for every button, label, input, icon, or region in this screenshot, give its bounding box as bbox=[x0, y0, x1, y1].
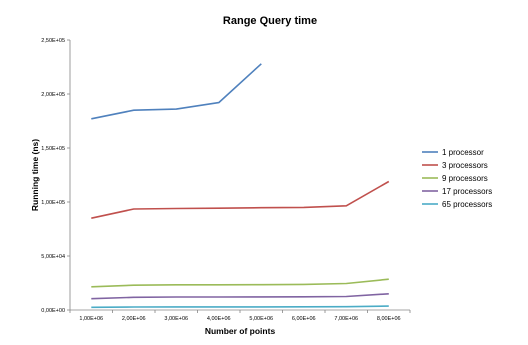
legend-label: 1 processor bbox=[442, 148, 484, 157]
x-axis-ticks: 1,00E+06 2,00E+06 3,00E+06 4,00E+06 5,00E+06… bbox=[69, 310, 411, 322]
y-axis-ticks: 0,00E+00 5,00E+04 1,00E+05 1,50E+05 2,00E+05… bbox=[41, 38, 70, 314]
x-tick-label: 8,00E+06 bbox=[377, 316, 401, 322]
series-line-17-processors bbox=[91, 293, 389, 300]
x-axis-label: Number of points bbox=[205, 326, 276, 336]
y-tick-label: 2,50E+05 bbox=[41, 38, 65, 44]
chart-title: Range Query time bbox=[223, 15, 317, 27]
legend-label: 65 processors bbox=[442, 200, 492, 209]
y-tick-label: 0,00E+00 bbox=[41, 308, 65, 314]
x-tick-label: 3,00E+06 bbox=[164, 316, 188, 322]
y-tick-label: 2,00E+05 bbox=[41, 92, 65, 98]
y-tick-label: 5,00E+04 bbox=[41, 254, 65, 260]
legend-label: 17 processors bbox=[442, 187, 492, 196]
series-line-9-processors bbox=[91, 278, 389, 288]
y-tick-label: 1,00E+05 bbox=[41, 200, 65, 206]
series-lines bbox=[91, 63, 390, 309]
series-line-3-processors bbox=[91, 180, 390, 219]
x-tick-label: 2,00E+06 bbox=[122, 316, 146, 322]
x-tick-label: 7,00E+06 bbox=[334, 316, 358, 322]
x-tick-label: 1,00E+06 bbox=[79, 316, 103, 322]
series-line-65-processors bbox=[91, 305, 389, 309]
y-tick-label: 1,50E+05 bbox=[41, 146, 65, 152]
legend-label: 3 processors bbox=[442, 161, 488, 170]
x-tick-label: 5,00E+06 bbox=[249, 316, 273, 322]
x-tick-label: 4,00E+06 bbox=[207, 316, 231, 322]
x-tick-label: 6,00E+06 bbox=[292, 316, 316, 322]
legend-label: 9 processors bbox=[442, 174, 488, 183]
series-line-1-processor bbox=[91, 63, 262, 120]
legend: 1 processor 3 processors 9 processors 17 pr… bbox=[422, 148, 492, 209]
y-axis-label: Running time (ns) bbox=[30, 139, 40, 211]
